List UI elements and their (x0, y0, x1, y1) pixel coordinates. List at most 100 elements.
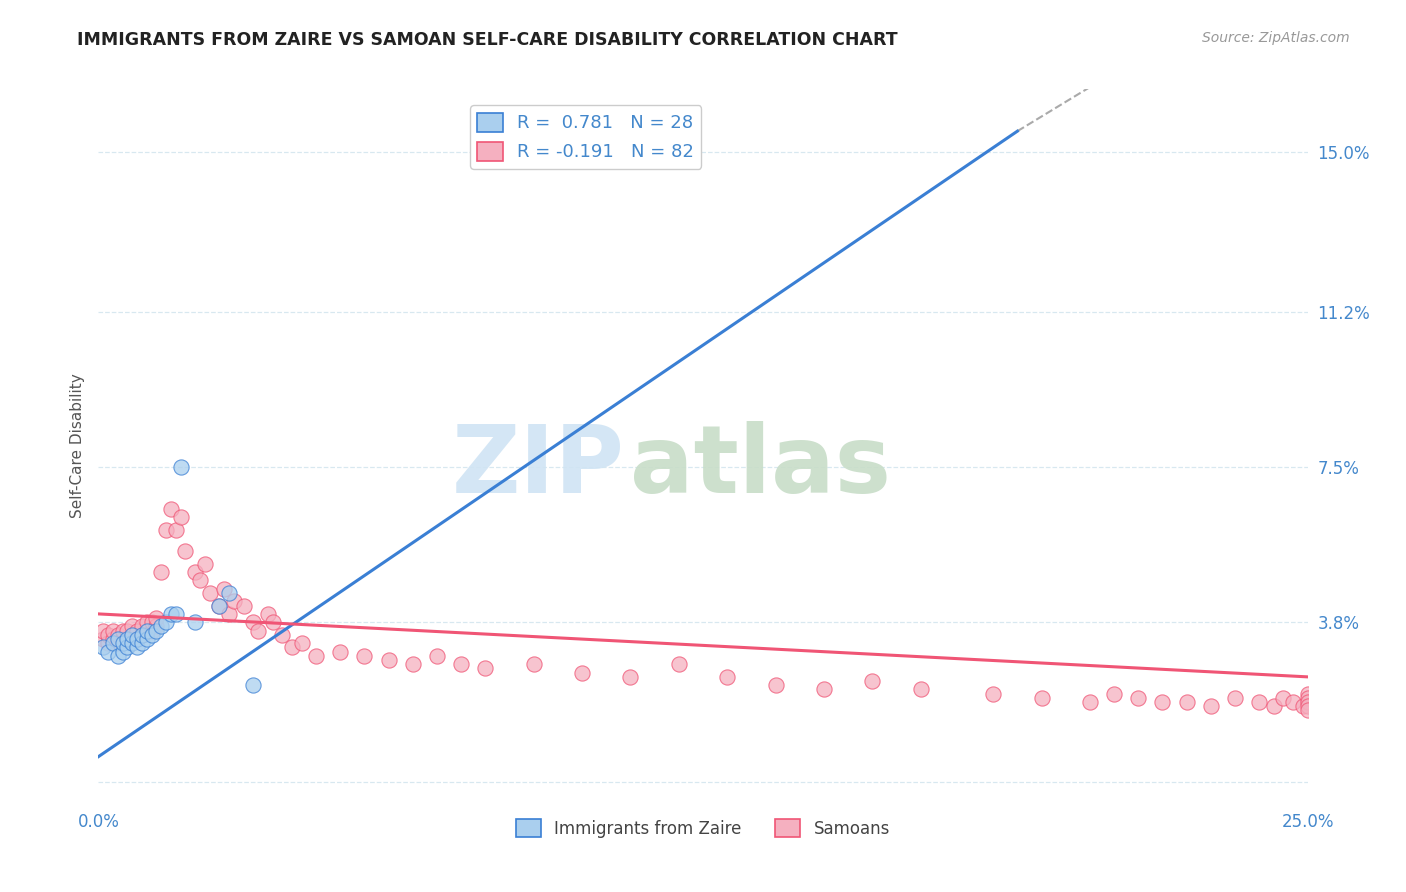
Point (813, 682, 835, 697)
Point (150, 565, 173, 579)
Point (107, 632, 129, 646)
Point (91, 624, 114, 638)
Point (141, 624, 163, 638)
Point (188, 574, 211, 588)
Point (121, 628, 143, 642)
Point (910, 682, 932, 697)
Point (127, 640, 149, 655)
Point (165, 607, 187, 621)
Point (262, 615, 284, 630)
Point (101, 636, 124, 650)
Point (353, 648, 375, 663)
Point (1152, 695, 1174, 709)
Point (145, 619, 167, 633)
Point (1223, 690, 1246, 705)
Point (218, 586, 240, 600)
Point (117, 624, 139, 638)
Point (474, 661, 496, 675)
Point (1296, 690, 1319, 705)
Point (121, 619, 143, 633)
Point (160, 502, 183, 516)
Point (155, 615, 177, 630)
Point (290, 636, 312, 650)
Point (97, 645, 120, 659)
Point (208, 599, 231, 613)
Point (247, 624, 270, 638)
Point (160, 607, 183, 621)
Point (1078, 695, 1101, 709)
Point (232, 599, 254, 613)
Point (117, 632, 139, 646)
Point (131, 628, 153, 642)
Point (174, 544, 197, 558)
Point (222, 594, 245, 608)
Point (860, 674, 883, 689)
Point (135, 615, 157, 630)
Point (305, 648, 328, 663)
Point (271, 628, 294, 642)
Point (145, 624, 167, 638)
Point (1296, 695, 1319, 709)
Point (127, 632, 149, 646)
Point (194, 557, 217, 571)
Point (111, 632, 134, 646)
Point (117, 632, 139, 646)
Point (131, 636, 153, 650)
Point (242, 615, 264, 630)
Point (281, 640, 304, 655)
Point (1249, 695, 1271, 709)
Point (1296, 699, 1319, 714)
Point (91, 632, 114, 646)
Point (121, 628, 143, 642)
Point (184, 615, 207, 630)
Point (184, 565, 207, 579)
Point (1282, 695, 1305, 709)
Point (1296, 687, 1319, 701)
Point (127, 632, 149, 646)
Point (91, 640, 114, 655)
Point (450, 657, 472, 672)
Legend: Immigrants from Zaire, Samoans: Immigrants from Zaire, Samoans (509, 813, 897, 845)
Y-axis label: Self-Care Disability: Self-Care Disability (69, 374, 84, 518)
Point (141, 615, 163, 630)
Point (981, 687, 1004, 701)
Point (127, 624, 149, 638)
Point (256, 607, 278, 621)
Point (141, 628, 163, 642)
Point (155, 523, 177, 537)
Text: ZIP: ZIP (451, 421, 624, 514)
Point (121, 636, 143, 650)
Point (1175, 695, 1198, 709)
Point (107, 648, 129, 663)
Point (1292, 699, 1315, 714)
Point (107, 636, 129, 650)
Point (1102, 687, 1125, 701)
Point (242, 678, 264, 692)
Point (619, 670, 641, 684)
Point (111, 624, 134, 638)
Point (150, 619, 173, 633)
Point (208, 599, 231, 613)
Point (329, 645, 352, 659)
Point (1031, 690, 1053, 705)
Point (426, 648, 449, 663)
Point (377, 653, 399, 667)
Text: Source: ZipAtlas.com: Source: ZipAtlas.com (1202, 31, 1350, 45)
Point (97, 636, 120, 650)
Point (668, 657, 690, 672)
Point (111, 636, 134, 650)
Point (135, 632, 157, 646)
Point (169, 460, 191, 475)
Point (101, 624, 124, 638)
Point (101, 632, 124, 646)
Point (135, 624, 157, 638)
Point (145, 611, 167, 625)
Point (111, 645, 134, 659)
Point (169, 510, 191, 524)
Point (135, 624, 157, 638)
Point (198, 586, 221, 600)
Point (1296, 703, 1319, 717)
Point (107, 628, 129, 642)
Point (218, 607, 240, 621)
Point (402, 657, 425, 672)
